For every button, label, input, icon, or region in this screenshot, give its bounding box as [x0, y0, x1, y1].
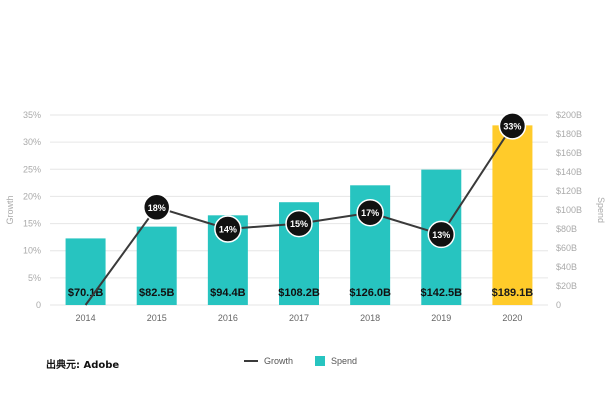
growth-point [142, 193, 171, 222]
source-label: 出典元: Adobe [46, 360, 120, 371]
y-right-tick-label: $160B [556, 148, 582, 158]
spend-bar [65, 238, 106, 305]
x-tick-label: 2018 [360, 313, 380, 323]
growth-point [214, 215, 242, 243]
y-left-axis-title: Growth [5, 195, 15, 224]
growth-data-label: 33% [503, 121, 521, 131]
spend-data-label: $82.5B [139, 287, 175, 299]
y-left-tick-label: 10% [23, 246, 41, 256]
y-left-tick-label: 5% [28, 273, 41, 283]
x-tick-label: 2015 [147, 313, 167, 323]
y-right-tick-label: $80B [556, 224, 577, 234]
y-left-tick-label: 30% [23, 137, 41, 147]
y-right-tick-label: $40B [556, 262, 577, 272]
growth-data-label: 13% [432, 230, 450, 240]
legend-spend-swatch-icon [315, 356, 326, 366]
spend-data-label: $70.1B [68, 287, 104, 299]
legend-growth-label: Growth [264, 356, 294, 366]
growth-point [427, 220, 456, 249]
y-right-tick-label: $120B [556, 186, 582, 196]
growth-data-label: 18% [148, 203, 166, 213]
y-right-tick-label: 0 [556, 300, 561, 310]
growth-point [498, 112, 527, 140]
growth-point [285, 209, 313, 238]
y-right-tick-label: $20B [556, 281, 577, 291]
y-right-tick-label: $100B [556, 205, 582, 215]
y-left-tick-label: 25% [23, 164, 41, 174]
y-right-axis-title: Spend [596, 197, 606, 223]
x-tick-label: 2017 [289, 313, 309, 323]
legend-growth-line-icon [244, 360, 258, 362]
spend-data-label: $108.2B [278, 287, 320, 299]
spend-data-label: $126.0B [349, 287, 391, 299]
spend-bar [492, 125, 533, 305]
growth-point [356, 198, 384, 227]
y-right-tick-label: $60B [556, 243, 577, 253]
spend-data-label: $189.1B [492, 287, 534, 299]
y-right-tick-label: $140B [556, 167, 582, 177]
y-left-tick-label: 20% [23, 191, 41, 201]
x-tick-label: 2014 [76, 313, 96, 323]
legend-spend-label: Spend [331, 356, 358, 366]
y-left-tick-label: 35% [23, 110, 41, 120]
growth-data-label: 15% [290, 219, 308, 229]
spend-data-label: $142.5B [420, 287, 462, 299]
spend-bar [136, 226, 177, 305]
legend: Growth Spend [244, 356, 357, 366]
x-tick-label: 2020 [502, 313, 522, 323]
x-tick-label: 2019 [431, 313, 451, 323]
y-left-tick-label: 0 [36, 300, 41, 310]
y-right-tick-label: $180B [556, 129, 582, 139]
x-tick-label: 2016 [218, 313, 238, 323]
growth-data-label: 14% [219, 225, 237, 235]
growth-data-label: 17% [361, 208, 379, 218]
spend-data-label: $94.4B [210, 287, 246, 299]
y-right-tick-label: $200B [556, 110, 582, 120]
y-left-tick-label: 15% [23, 219, 41, 229]
